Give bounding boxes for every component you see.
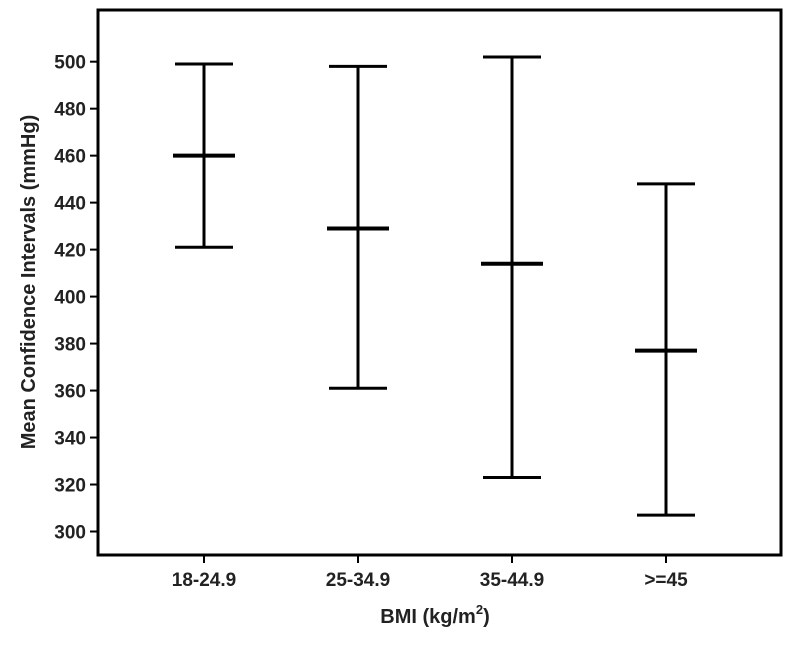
y-tick-label-380: 380	[54, 335, 86, 356]
y-tick-label-300: 300	[54, 523, 86, 544]
y-tick-label-400: 400	[54, 288, 86, 309]
error-bars	[173, 55, 697, 517]
plot-frame	[96, 8, 783, 557]
x-axis-title-superscript: 2	[476, 602, 483, 617]
y-tick-label-340: 340	[54, 429, 86, 450]
x-axis-title-suffix: )	[483, 606, 490, 628]
error-bar-2	[481, 55, 543, 479]
y-tick-label-420: 420	[54, 241, 86, 262]
y-tick-label-460: 460	[54, 147, 86, 168]
y-tick-label-360: 360	[54, 382, 86, 403]
error-bar-0	[173, 62, 235, 249]
x-tick-label-2: 35-44.9	[480, 570, 544, 591]
x-tick-label-1: 25-34.9	[326, 570, 390, 591]
y-axis-title: Mean Confidence Intervals (mmHg)	[18, 115, 40, 450]
error-bar-1	[327, 64, 389, 390]
y-tick-label-500: 500	[54, 53, 86, 74]
x-axis-title-main: BMI (kg/m	[380, 606, 476, 628]
y-axis: 300 320 340 360 380 400 420 440 460 480 500	[54, 53, 98, 544]
y-tick-label-440: 440	[54, 194, 86, 215]
x-tick-label-3: >=45	[644, 570, 688, 591]
x-tick-label-0: 18-24.9	[172, 570, 236, 591]
x-axis: 18-24.9 25-34.9 35-44.9 >=45	[172, 555, 688, 591]
x-axis-title: BMI (kg/m2)	[380, 602, 489, 628]
y-tick-label-320: 320	[54, 476, 86, 497]
error-bar-3	[635, 182, 697, 517]
y-tick-label-480: 480	[54, 100, 86, 121]
